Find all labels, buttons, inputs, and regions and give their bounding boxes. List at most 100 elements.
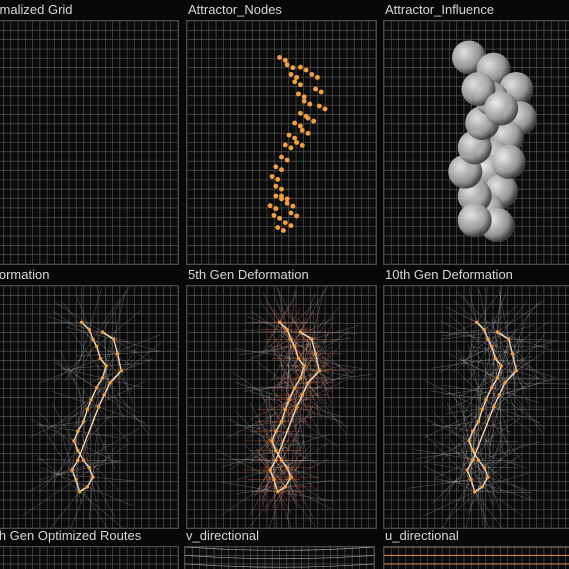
deformation-node [108,381,112,385]
attractor-node [280,228,286,233]
panel-u-directional: u_directional [383,526,569,569]
deformation-node [499,364,503,368]
deformation-node [495,330,500,334]
deformation-node [293,385,297,390]
deformation-node [302,364,306,368]
grid-lines [187,21,376,264]
deformation-node [285,465,289,470]
attractor-node [322,106,328,112]
deformation-node [274,448,278,453]
attractor-node [297,123,303,129]
deformation-node [95,385,99,390]
deformation-node [469,477,473,482]
v-directional-view [184,546,375,569]
influence-sphere [461,72,496,107]
deformation-node [473,490,477,494]
influence-sphere [457,203,492,238]
attractor-node [282,57,288,63]
deformation-node [490,344,494,349]
deformation-node [482,327,486,332]
attractor-node [292,135,298,141]
attractor-node [288,223,294,229]
optimized-routes-view [0,546,179,569]
deformation-node [310,337,314,341]
panel-label-attractor-influence: Attractor_Influence [385,2,495,17]
deformation-view [0,285,179,529]
panel-label-deformation: eformation [0,267,50,282]
panel-label-normalized-grid: ormalized Grid [0,2,73,17]
deformation-lines [407,286,569,528]
deformation-node [115,352,120,356]
attractor-node [282,220,288,226]
deformation-node [79,320,84,324]
deformation-node [98,356,103,361]
panel-label-10th-gen-deformation: 10th Gen Deformation [385,267,513,282]
influence-sphere [491,144,526,179]
deformation-node [76,458,80,462]
deformation-node [474,320,479,324]
attractor-node [299,127,305,133]
attractor-node [284,62,290,68]
deformation-node [296,356,301,361]
attractor-node [297,82,303,88]
attractor-node [279,196,284,202]
attractor-influence-view [383,20,569,265]
attractor-node [292,79,298,85]
deformation-node [283,407,287,412]
deformation-node [493,356,498,361]
deformation-node [81,458,86,462]
deformation-node [285,327,289,332]
attractor-node [273,206,279,212]
attractor-node [288,145,294,151]
attractor-node [286,132,292,138]
attractor-node [305,130,311,136]
attractor-influence-svg [384,21,569,264]
attractor-node [316,103,322,109]
panel-label-attractor-nodes: Attractor_Nodes [188,2,282,17]
deformation-node [306,381,310,385]
deformation-node [76,448,80,453]
attractor-node [309,72,315,77]
attractor-node [301,94,307,100]
10th-gen-deformation-view [383,285,569,529]
deformation-node [279,419,284,424]
optimized-routes-svg [0,547,178,569]
panel-10th-gen-deformation: 10th Gen Deformation [383,265,569,529]
deformation-node [476,419,481,424]
5th-gen-deformation-svg [187,286,376,528]
u-directional-view [383,546,569,569]
grid-lines [0,21,178,264]
deformation-node [293,344,297,349]
normalized-grid-svg [0,21,178,264]
attractor-node [307,101,313,107]
deformation-node [277,320,282,324]
deformation-node [272,477,276,482]
attractor-node [282,142,288,148]
deformation-node [495,376,500,380]
deformation-node [490,385,494,390]
deformation-node [95,344,99,349]
attractor-node [273,164,279,170]
panel-deformation: eformation [0,265,179,529]
deformation-node [91,475,95,479]
deformation-lines [22,286,162,528]
attractor-nodes-view [186,20,377,265]
u-directional-lines [384,547,569,565]
panel-label-optimized-routes: 0th Gen Optimized Routes [0,528,142,543]
panel-normalized-grid: ormalized Grid [0,0,179,265]
deformation-node [300,393,304,397]
deformation-node [85,485,89,489]
deformation-svg [0,286,178,528]
deformation-node [274,429,278,433]
deformation-node [268,468,272,472]
attractor-node [301,98,307,104]
attractor-node [279,154,284,160]
grid-lines [187,286,376,528]
attractor-node [267,203,273,209]
deformation-node [480,485,484,489]
deformation-node [507,337,511,341]
deformation-node [298,330,303,334]
deformation-node [287,398,291,402]
attractor-node [284,196,290,202]
